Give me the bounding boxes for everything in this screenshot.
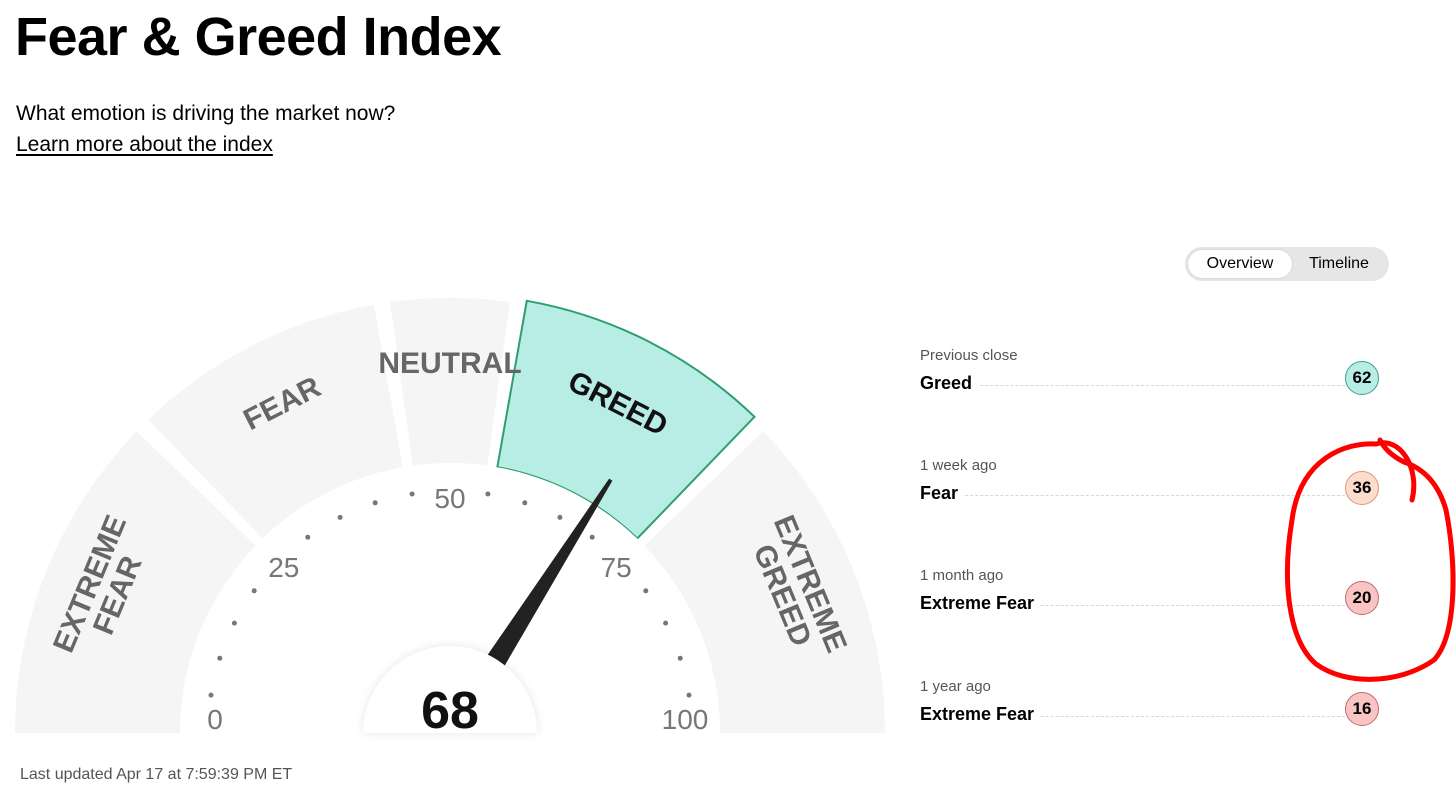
dotted-leader — [920, 495, 1350, 496]
gauge-tick-label: 50 — [434, 483, 465, 514]
gauge-tick-label: 25 — [268, 552, 299, 583]
gauge-tick-label: 100 — [662, 704, 709, 735]
history-rating: Extreme Fear — [920, 593, 1041, 613]
gauge-tick-label: 0 — [207, 704, 223, 735]
dotted-leader — [920, 716, 1350, 717]
gauge-tick-dot — [305, 534, 311, 540]
learn-more-link[interactable]: Learn more about the index — [16, 133, 273, 156]
gauge-tick-label: 75 — [601, 552, 632, 583]
gauge-segment-label: NEUTRAL — [378, 347, 521, 380]
history-rating: Greed — [920, 373, 979, 393]
history-score-badge: 62 — [1345, 361, 1379, 395]
gauge-segment-fear — [148, 304, 403, 539]
page-title: Fear & Greed Index — [15, 7, 502, 67]
gauge-tick-dot — [677, 655, 683, 661]
dotted-leader — [920, 385, 1350, 386]
gauge-tick-dot — [251, 588, 257, 594]
page-subtitle: What emotion is driving the market now? — [16, 102, 396, 125]
gauge-tick-dot — [643, 588, 649, 594]
gauge-value: 68 — [421, 682, 479, 740]
history-item-previous-close: Previous close Greed 62 — [920, 347, 1386, 407]
tab-overview[interactable]: Overview — [1188, 250, 1292, 278]
history-period: Previous close — [920, 347, 1018, 364]
gauge-tick-dot — [372, 500, 378, 506]
history-item-1-month: 1 month ago Extreme Fear 20 — [920, 567, 1386, 627]
history-item-1-year: 1 year ago Extreme Fear 16 — [920, 678, 1386, 738]
gauge-tick-dot — [208, 692, 214, 698]
gauge-segment-extreme-fear — [15, 431, 256, 733]
gauge-tick-dot — [485, 491, 491, 497]
gauge-tick-dot — [522, 500, 528, 506]
gauge-tick-dot — [231, 620, 237, 626]
history-period: 1 year ago — [920, 678, 991, 695]
gauge-tick-dot — [337, 514, 343, 520]
view-toggle: Overview Timeline — [1185, 247, 1389, 281]
gauge-tick-dot — [686, 692, 692, 698]
gauge-dial — [363, 646, 537, 733]
gauge-tick-dot — [557, 514, 563, 520]
gauge-segment-extreme-greed — [644, 431, 885, 733]
gauge-needle — [473, 478, 613, 687]
history-score-badge: 36 — [1345, 471, 1379, 505]
history-score-badge: 16 — [1345, 692, 1379, 726]
dotted-leader — [920, 605, 1350, 606]
history-score-badge: 20 — [1345, 581, 1379, 615]
history-period: 1 week ago — [920, 457, 997, 474]
tab-timeline[interactable]: Timeline — [1309, 255, 1369, 272]
gauge-tick-dot — [217, 655, 223, 661]
last-updated: Last updated Apr 17 at 7:59:39 PM ET — [20, 766, 293, 783]
gauge-tick-dot — [589, 534, 595, 540]
gauge-tick-dot — [663, 620, 669, 626]
history-rating: Fear — [920, 483, 965, 503]
red-circle-annotation — [1284, 437, 1456, 682]
gauge-tick-dot — [409, 491, 415, 497]
gauge-segment-neutral — [390, 297, 510, 466]
history-period: 1 month ago — [920, 567, 1004, 584]
history-rating: Extreme Fear — [920, 704, 1041, 724]
gauge-inner-face — [180, 463, 720, 733]
history-item-1-week: 1 week ago Fear 36 — [920, 457, 1386, 517]
